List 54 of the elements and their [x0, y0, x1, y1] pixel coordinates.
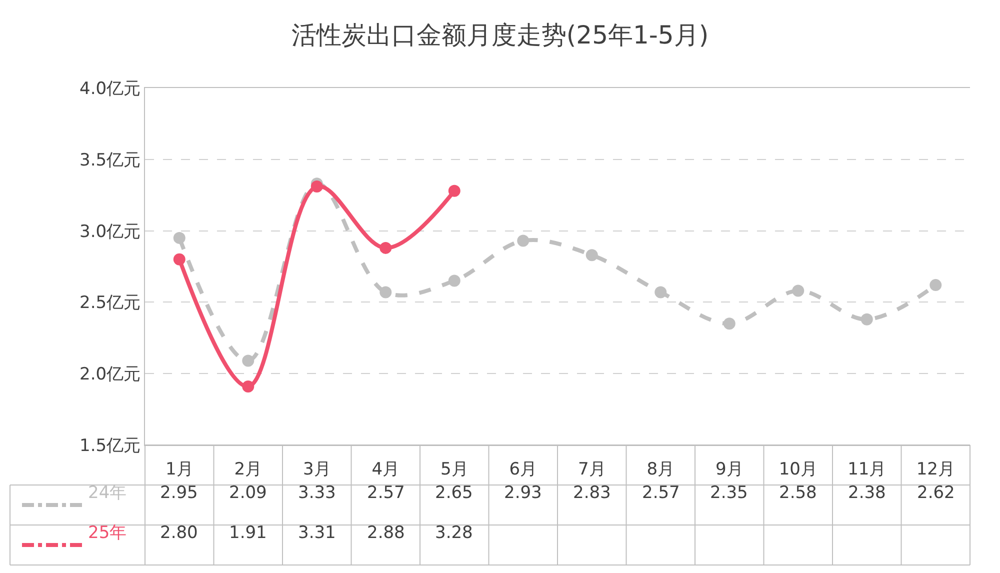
- x-tick-label: 2月: [234, 459, 262, 480]
- data-label: 1.91: [229, 523, 267, 543]
- data-label: 2.88: [367, 523, 405, 543]
- data-label: 2.95: [160, 483, 198, 503]
- y-tick-label: 3.5亿元: [80, 150, 141, 170]
- x-tick-label: 7月: [578, 459, 606, 480]
- point: [860, 313, 873, 326]
- chart-title: 活性炭出口金额月度走势(25年1-5月): [291, 20, 709, 50]
- point: [723, 318, 736, 330]
- x-tick-label: 9月: [715, 459, 744, 480]
- data-label: 2.09: [229, 483, 267, 503]
- point: [448, 184, 460, 197]
- data-label: 3.31: [298, 523, 336, 543]
- data-label: 2.57: [642, 483, 680, 503]
- point: [654, 286, 667, 298]
- data-label: 2.35: [710, 483, 748, 503]
- point: [380, 242, 392, 254]
- y-tick-label: 4.0亿元: [80, 78, 141, 99]
- text: 24年: [88, 483, 127, 503]
- data-label: 2.57: [367, 483, 405, 503]
- y-tick-label: 2.5亿元: [80, 293, 141, 314]
- data-label: 2.93: [504, 483, 542, 503]
- y-tick-label: 3.0亿元: [80, 222, 141, 242]
- data-label: 2.38: [848, 483, 886, 503]
- point: [242, 354, 254, 367]
- point: [448, 274, 460, 287]
- x-tick-label: 6月: [509, 459, 538, 480]
- point: [792, 284, 804, 297]
- data-label: 2.65: [435, 483, 473, 503]
- point: [517, 234, 530, 247]
- x-tick-label: 4月: [372, 459, 400, 480]
- point: [173, 253, 186, 266]
- point: [586, 249, 598, 262]
- point: [173, 232, 186, 244]
- data-label: 2.83: [573, 483, 611, 503]
- data-label: 2.62: [917, 483, 955, 503]
- data-label: 2.80: [160, 523, 198, 543]
- x-tick-label: 3月: [302, 459, 331, 480]
- point: [242, 380, 254, 392]
- data-label: 3.28: [435, 523, 473, 543]
- point: [310, 180, 323, 193]
- y-tick-label: 2.0亿元: [80, 364, 141, 385]
- x-tick-label: 11月: [848, 459, 886, 480]
- point: [380, 286, 392, 298]
- x-tick-label: 8月: [646, 459, 675, 480]
- data-label: 3.33: [298, 483, 336, 503]
- point: [930, 279, 942, 292]
- x-tick-label: 12月: [916, 459, 955, 480]
- data-label: 2.58: [779, 483, 817, 503]
- x-tick-label: 1月: [165, 459, 194, 480]
- y-tick-label: 1.5亿元: [80, 436, 141, 456]
- x-tick-label: 5月: [440, 459, 468, 480]
- text: 25年: [88, 523, 127, 543]
- x-tick-label: 10月: [778, 459, 818, 480]
